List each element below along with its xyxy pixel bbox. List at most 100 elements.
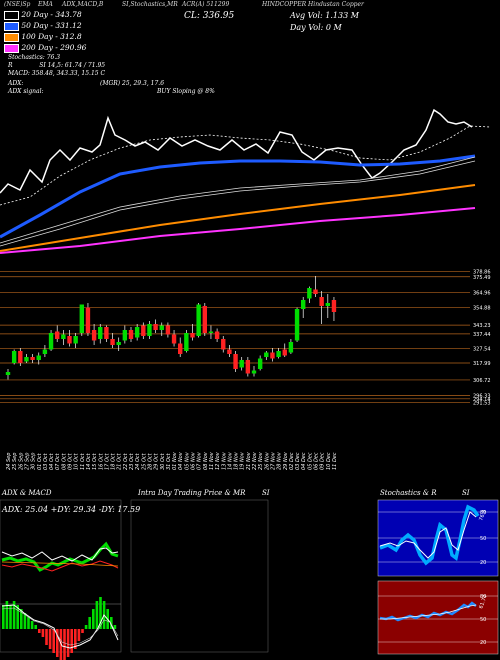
macd-hist-bar [48, 629, 52, 649]
price-line [0, 108, 473, 194]
date-tick-label: 06 Dec [314, 452, 320, 470]
macd-hist-bar [38, 629, 41, 633]
ema-lines [0, 108, 491, 254]
price-level-label: 327.54 [473, 347, 491, 353]
plus-di-value: +DY: 29.34 [50, 505, 97, 514]
candle-body [196, 304, 201, 336]
candle-body [233, 354, 238, 369]
candle-body [153, 324, 158, 330]
macd-hist-bar [113, 625, 117, 629]
ema100-swatch [4, 32, 19, 42]
candle-body [159, 325, 164, 330]
avg-volume-label: Avg Vol: 1.133 M [290, 11, 359, 20]
candle-body [134, 327, 140, 338]
candle-body [48, 333, 54, 350]
price-level-label: 354.88 [473, 306, 491, 312]
date-tick-label: 07 Oct [55, 452, 61, 470]
si-tick-20: 20 [480, 640, 486, 646]
intraday-frame [130, 499, 269, 653]
price-level-label: 296.33 [473, 394, 491, 400]
price-level-label: 375.49 [473, 275, 491, 281]
price-level-label: 291.53 [473, 401, 491, 407]
macd-hist-bar [81, 629, 84, 633]
date-tick-label: 27 Nov [270, 451, 276, 470]
candle-body [319, 297, 324, 306]
macd-hist-bar [34, 625, 37, 629]
candle-body [184, 333, 189, 351]
date-tick-label: 25 Oct [141, 452, 147, 470]
si-white-line [380, 604, 477, 620]
macd-hist-bar [5, 601, 9, 629]
ema100-line [0, 184, 476, 252]
date-tick-label: 09 Dec [320, 452, 326, 470]
candle-body [282, 349, 287, 356]
candle-body [61, 334, 66, 339]
date-tick-label: 31 Oct [166, 452, 172, 470]
adx-white-line [1, 547, 119, 562]
date-tick-label: 01 Nov [172, 451, 178, 470]
date-tick-label: 26 Nov [264, 451, 270, 470]
macd-hist-bar [23, 613, 27, 629]
adx-readout: ADX: 25.04 +DY: 29.34 -DY: 17.59 [2, 505, 140, 514]
date-tick-label: 22 Nov [252, 451, 258, 470]
header-si: SI,Stochastics,MR [122, 1, 178, 8]
date-tick-label: 19 Nov [240, 451, 246, 470]
candles [5, 276, 337, 380]
adx-red-line [1, 560, 119, 572]
macd-hist-bar [66, 629, 70, 657]
candle-body [91, 330, 97, 341]
date-tick-label: 17 Oct [104, 452, 110, 470]
candle-body [221, 339, 226, 350]
date-tick-label: 14 Nov [227, 451, 233, 470]
adx-value: ADX: 25.04 [2, 505, 49, 514]
header-code: ACR(A) 511299 [182, 1, 230, 8]
date-tick-label: 18 Nov [234, 451, 240, 470]
candle-body [245, 360, 251, 374]
candle-body [227, 349, 232, 354]
candle-body [307, 288, 312, 299]
adx-label: ADX: [8, 80, 24, 87]
candle-body [104, 327, 109, 339]
date-tick-label: 24 Oct [135, 452, 141, 470]
candle-body [67, 336, 72, 344]
macd-value: MACD: 358.48, 343.33, 15.15 C [8, 70, 106, 77]
date-tick-label: 08 Nov [203, 451, 209, 470]
macd-hist-bar [27, 617, 30, 629]
date-tick-label: 01 Oct [37, 452, 43, 470]
candle-body [42, 349, 48, 354]
candle-body [24, 357, 29, 362]
legend-ema20: 20 Day - 343.78 [4, 10, 82, 20]
adx-values: (MGR) 25, 29.3, 17.6 [100, 80, 165, 87]
macd-hist-bar [45, 629, 48, 645]
stoch-k-line [379, 504, 480, 566]
price-level-label: 343.23 [473, 323, 491, 329]
macd-hist-bar [52, 629, 55, 653]
stoch-tick-20: 20 [480, 560, 486, 566]
ema20-label: 20 Day - 343.78 [21, 10, 82, 19]
date-tick-label: 25 Nov [258, 451, 264, 470]
price-level-label: 317.99 [473, 361, 491, 367]
si-tick-80: 80 [480, 594, 486, 600]
date-tick-label: 08 Oct [61, 452, 67, 470]
ema50-label: 50 Day - 331.12 [21, 21, 82, 30]
stoch-current-value: 76.3 [478, 509, 487, 522]
date-tick-label: 24 Sep [6, 453, 12, 470]
stoch-d-line [379, 511, 477, 559]
date-tick-label: 29 Oct [154, 452, 160, 470]
macd-hist-bar [16, 605, 19, 629]
candle-body [98, 327, 103, 339]
adx-macd-title: ADX & MACD [1, 489, 52, 497]
candle-body [36, 355, 41, 360]
date-tick-label: 28 Oct [147, 452, 153, 470]
header-company: HINDCOPPER Hindustan Copper [262, 1, 364, 8]
date-tick-label: 12 Nov [215, 451, 221, 470]
date-tick-label: 10 Oct [74, 452, 80, 470]
date-tick-label: 15 Oct [92, 452, 98, 470]
price-level-label: 364.96 [473, 291, 491, 297]
candle-body [11, 351, 17, 363]
macd-hist-bar [95, 601, 99, 629]
price-level-label: 294.14 [473, 397, 491, 403]
ema200-line [0, 207, 476, 254]
macd-hist-bar [63, 629, 66, 660]
